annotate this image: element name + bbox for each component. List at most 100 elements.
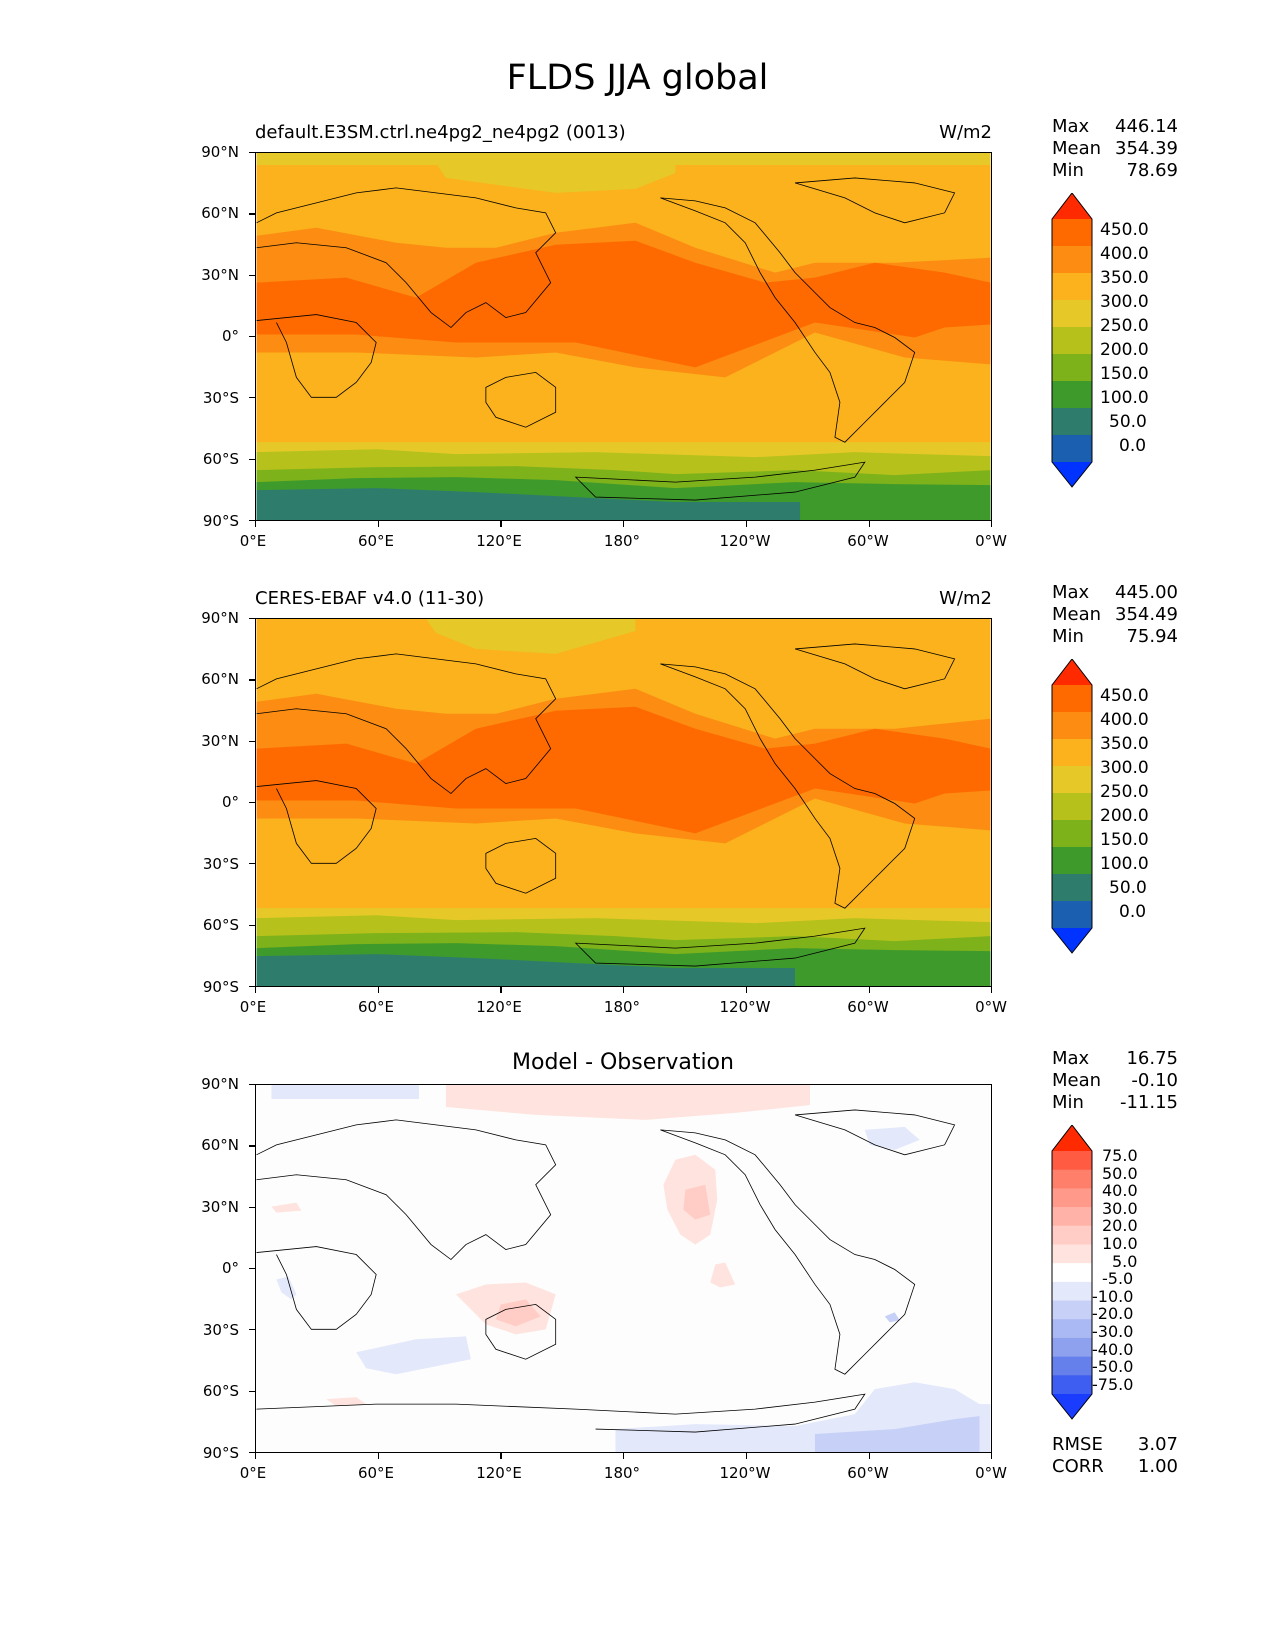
colorbar-segment: [1052, 1337, 1092, 1358]
panel2-ytick-label: 30°S: [202, 855, 239, 873]
max-label: Max: [1052, 116, 1090, 137]
panel3-xtick-label: 0°W: [975, 1464, 1007, 1482]
colorbar-segment: [1052, 381, 1092, 409]
panel1-field: [256, 153, 991, 520]
y-tick-mark: [249, 519, 255, 522]
colorbar-label: -5.0: [1102, 1269, 1134, 1289]
panel2-ytick-label: 60°S: [202, 916, 239, 934]
y-tick-mark: [249, 1329, 255, 1331]
panel1-coastlines: [256, 177, 956, 501]
colorbar-label: 200.0: [1100, 340, 1149, 360]
panel3-ytick-label: 0°: [221, 1259, 239, 1277]
panel1-xtick-label: 0°W: [975, 532, 1007, 550]
panel1-ytick-label: 90°S: [202, 512, 239, 530]
panel1-units: W/m2: [939, 122, 992, 143]
colorbar-segment: [1052, 766, 1092, 794]
y-tick-mark: [249, 679, 255, 681]
x-tick-mark: [500, 987, 502, 993]
colorbar-label: 50.0: [1109, 878, 1147, 898]
panel2-title: CERES-EBAF v4.0 (11-30): [255, 588, 485, 609]
figure-title: FLDS JJA global: [506, 58, 769, 98]
panel1-xtick-label: 120°W: [719, 532, 771, 550]
colorbar-extend-top: [1052, 659, 1092, 685]
panel3-coastlines: [256, 1109, 956, 1433]
x-tick-mark: [623, 987, 625, 993]
panel1-xtick-label: 180°: [603, 532, 641, 550]
colorbar-segment: [1052, 1188, 1092, 1208]
colorbar-segment: [1052, 1375, 1092, 1395]
max-label: Max: [1052, 582, 1090, 603]
min-label: Min: [1052, 160, 1084, 181]
y-tick-mark: [249, 274, 255, 276]
panel1-min-stat: Min 78.69: [1052, 160, 1178, 182]
colorbar-segment: [1052, 685, 1092, 713]
x-tick-mark: [500, 1453, 502, 1459]
panel2-xtick-label: 120°E: [476, 998, 522, 1016]
panel2-ytick-label: 90°S: [202, 978, 239, 996]
colorbar-label: 50.0: [1102, 1163, 1138, 1183]
panel3-xtick-label: 120°W: [719, 1464, 771, 1482]
colorbar-label: 50.0: [1109, 412, 1147, 432]
colorbar-label: 350.0: [1100, 268, 1149, 288]
colorbar-segment: [1052, 1300, 1092, 1320]
x-tick-mark: [745, 1453, 748, 1459]
colorbar-segment: [1052, 793, 1092, 821]
panel3-ytick-label: 30°N: [201, 1198, 239, 1216]
panel3-map: [255, 1084, 992, 1453]
colorbar-label: 150.0: [1100, 830, 1149, 850]
colorbar-segment: [1052, 1319, 1092, 1339]
rmse-label: RMSE: [1052, 1434, 1103, 1455]
colorbar-label: -50.0: [1092, 1357, 1134, 1377]
mean-value: 354.49: [1115, 604, 1178, 625]
max-value: 446.14: [1115, 116, 1178, 137]
panel2-xtick-label: 60°W: [847, 998, 889, 1016]
y-tick-mark: [249, 985, 255, 988]
panel2-mean-stat: Mean 354.49: [1052, 604, 1178, 626]
panel3-xtick-label: 120°E: [476, 1464, 522, 1482]
mean-value: 354.39: [1115, 138, 1178, 159]
colorbar-segment: [1052, 1151, 1092, 1171]
panel2-units: W/m2: [939, 588, 992, 609]
colorbar-outline: [1051, 1124, 1093, 1420]
colorbar-segment: [1052, 1207, 1092, 1227]
x-tick-mark: [868, 987, 870, 993]
panel2-xtick-label: 0°W: [975, 998, 1007, 1016]
colorbar-segment: [1052, 712, 1092, 740]
corr-value: 1.00: [1137, 1456, 1178, 1477]
colorbar-label: 100.0: [1100, 388, 1149, 408]
y-tick-mark: [249, 863, 255, 865]
panel2-colorbar: [1050, 658, 1095, 958]
x-tick-mark: [991, 987, 993, 993]
colorbar-label: 400.0: [1100, 710, 1149, 730]
colorbar-extend-top: [1052, 1125, 1092, 1151]
colorbar-label: -40.0: [1092, 1339, 1134, 1359]
y-tick-mark: [249, 618, 255, 620]
panel2-max-stat: Max 445.00: [1052, 582, 1178, 604]
colorbar-label: -10.0: [1092, 1286, 1134, 1306]
panel2-field: [256, 619, 991, 986]
colorbar-label: 350.0: [1100, 734, 1149, 754]
x-tick-mark: [868, 521, 870, 527]
panel1-ytick-label: 90°N: [201, 143, 239, 161]
colorbar-label: 30.0: [1102, 1198, 1138, 1218]
panel1-ytick-label: 60°N: [201, 204, 239, 222]
colorbar-segment: [1052, 327, 1092, 355]
colorbar-label: 250.0: [1100, 782, 1149, 802]
colorbar-segment: [1052, 901, 1092, 929]
panel2-xtick-label: 0°E: [239, 998, 267, 1016]
colorbar-label: 10.0: [1102, 1234, 1138, 1253]
colorbar-label: 300.0: [1100, 292, 1149, 312]
min-label: Min: [1052, 626, 1084, 647]
colorbar-segment: [1052, 1281, 1092, 1302]
colorbar-segment: [1052, 1356, 1092, 1376]
y-tick-mark: [249, 924, 255, 926]
colorbar-segment: [1052, 273, 1092, 301]
colorbar-segment: [1052, 847, 1092, 875]
colorbar-label: 200.0: [1100, 806, 1149, 826]
max-value: 445.00: [1115, 582, 1178, 603]
panel3-ytick-label: 30°S: [202, 1321, 239, 1339]
panel1-xtick-label: 0°E: [239, 532, 267, 550]
panel3-min-stat: Min -11.15: [1052, 1092, 1178, 1114]
colorbar-segment: [1052, 354, 1092, 382]
colorbar-segment: [1052, 219, 1092, 247]
